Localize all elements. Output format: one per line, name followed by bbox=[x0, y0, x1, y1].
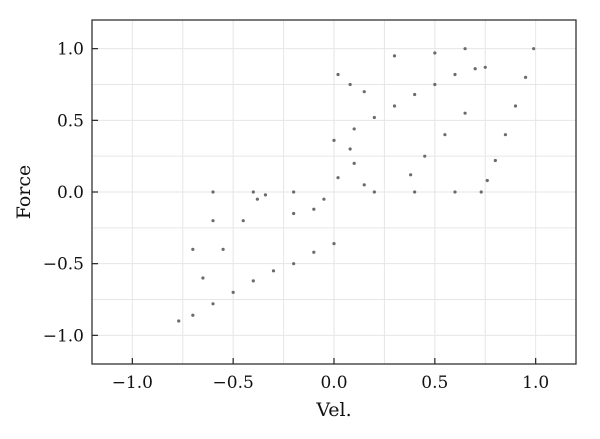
y-tick-label: 0.0 bbox=[57, 183, 84, 203]
data-point bbox=[332, 242, 336, 246]
data-point bbox=[392, 104, 397, 108]
y-tick-label: 0.5 bbox=[57, 111, 84, 131]
data-point bbox=[413, 92, 417, 97]
x-tick-label: −0.5 bbox=[213, 373, 254, 393]
x-axis-label: Vel. bbox=[315, 399, 351, 421]
data-point bbox=[292, 262, 296, 266]
data-point bbox=[423, 154, 427, 158]
data-point bbox=[221, 247, 225, 251]
data-point bbox=[532, 47, 536, 51]
data-point bbox=[493, 158, 497, 163]
data-point bbox=[463, 111, 467, 115]
data-point bbox=[322, 197, 326, 201]
x-tick-label: 0.5 bbox=[421, 373, 448, 393]
data-point bbox=[362, 90, 366, 94]
data-point bbox=[292, 190, 296, 194]
data-point bbox=[255, 197, 259, 201]
grid-lines bbox=[92, 20, 576, 364]
data-point bbox=[433, 82, 437, 87]
y-tick-label: −0.5 bbox=[43, 255, 84, 275]
x-tick-label: 1.0 bbox=[522, 373, 549, 393]
data-point bbox=[251, 279, 255, 283]
data-point bbox=[191, 247, 195, 251]
data-point bbox=[348, 82, 352, 87]
x-tick-label: 0.0 bbox=[320, 373, 347, 393]
data-point bbox=[211, 190, 215, 194]
x-tick-label: −1.0 bbox=[112, 373, 153, 393]
data-point bbox=[251, 190, 255, 194]
data-point bbox=[348, 147, 352, 151]
data-point bbox=[211, 219, 215, 223]
data-point bbox=[503, 133, 508, 137]
y-axis-label: Force bbox=[13, 165, 35, 220]
data-point bbox=[443, 133, 447, 137]
data-points bbox=[177, 47, 536, 323]
data-point bbox=[453, 72, 457, 77]
data-point bbox=[177, 319, 181, 323]
data-point bbox=[392, 54, 397, 58]
data-point bbox=[453, 190, 457, 194]
y-tick-label: 1.0 bbox=[57, 40, 84, 60]
data-point bbox=[263, 193, 268, 197]
data-point bbox=[352, 161, 356, 165]
y-axis-ticks: −1.0 −0.5 0.0 0.5 1.0 bbox=[43, 40, 98, 346]
data-point bbox=[479, 190, 483, 194]
data-point bbox=[409, 173, 413, 177]
data-point bbox=[231, 290, 235, 294]
data-point bbox=[271, 269, 276, 273]
data-point bbox=[211, 302, 215, 306]
x-axis-ticks: −1.0 −0.5 0.0 0.5 1.0 bbox=[112, 358, 549, 393]
data-point bbox=[312, 207, 316, 211]
data-point bbox=[332, 138, 336, 142]
y-tick-label: −1.0 bbox=[43, 326, 84, 346]
data-point bbox=[473, 67, 477, 71]
data-point bbox=[201, 276, 205, 280]
data-point bbox=[523, 75, 528, 79]
data-point bbox=[485, 178, 489, 183]
data-point bbox=[362, 183, 366, 187]
data-point bbox=[352, 127, 356, 131]
data-point bbox=[433, 51, 437, 55]
data-point bbox=[191, 313, 195, 317]
data-point bbox=[483, 65, 487, 69]
data-point bbox=[241, 219, 245, 223]
data-point bbox=[372, 190, 376, 194]
data-point bbox=[463, 47, 467, 51]
data-point bbox=[312, 250, 316, 254]
data-point bbox=[336, 72, 340, 77]
data-point bbox=[336, 176, 340, 180]
data-point bbox=[513, 104, 518, 108]
data-point bbox=[292, 211, 296, 216]
data-point bbox=[413, 190, 417, 194]
data-point bbox=[372, 115, 376, 120]
